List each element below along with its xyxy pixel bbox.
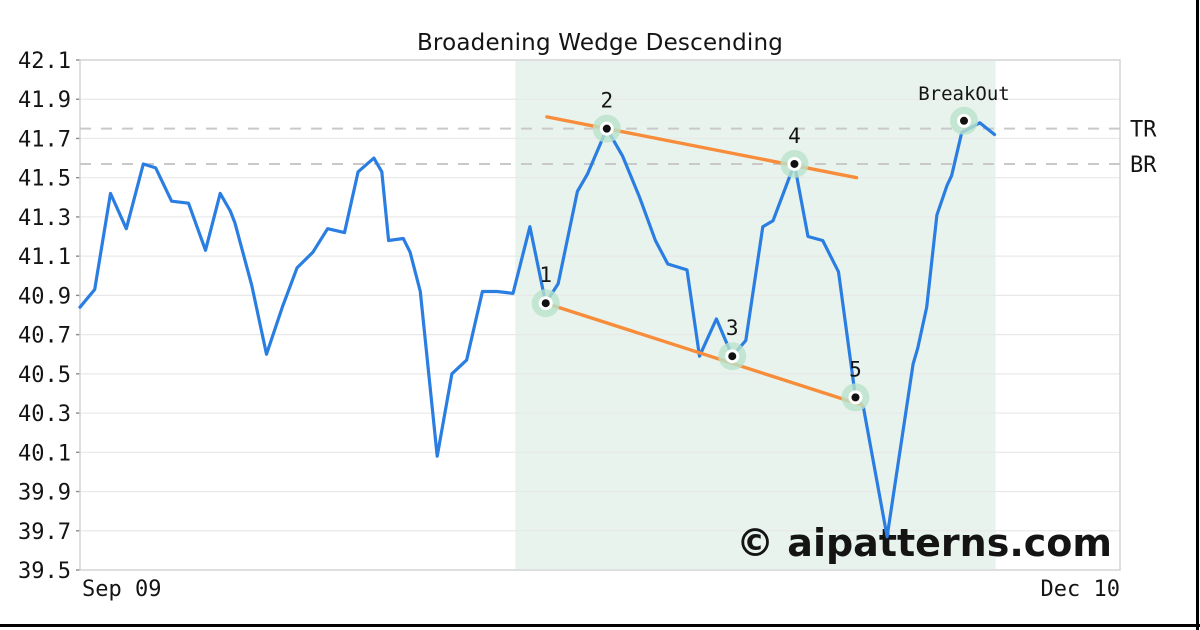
pattern-point-2: 2 — [592, 89, 621, 143]
y-tick-label: 39.7 — [18, 520, 71, 545]
y-tick-label: 39.9 — [18, 481, 71, 506]
y-tick-label: 39.5 — [18, 559, 71, 584]
image-right-border — [1196, 0, 1199, 630]
pattern-point-1: 1 — [531, 263, 560, 318]
chart-title: Broadening Wedge Descending — [416, 30, 784, 56]
y-tick-label: 40.9 — [18, 284, 71, 309]
y-tick-label: 40.1 — [18, 441, 71, 466]
y-tick-label: 42.1 — [18, 49, 71, 74]
y-tick-label: 41.9 — [18, 88, 71, 113]
pattern-shaded-region — [515, 61, 996, 569]
pattern-point-4: 4 — [780, 124, 809, 178]
marker-dot — [602, 124, 611, 133]
marker-dot — [541, 299, 550, 308]
marker-dot — [728, 352, 737, 361]
pattern-point-label: BreakOut — [918, 83, 1010, 105]
x-axis-label-end: Dec 10 — [1041, 577, 1120, 602]
y-axis-labels: 42.1 41.9 41.7 41.5 41.3 41.1 40.9 40.7 40.5 40.3… — [18, 49, 71, 584]
trendline-lower — [544, 301, 864, 407]
y-tick-label: 40.3 — [18, 402, 71, 427]
y-tick-label: 41.5 — [18, 167, 71, 192]
pattern-point-label: 4 — [788, 124, 801, 148]
pattern-point-label: 5 — [849, 357, 862, 381]
marker-dot — [960, 116, 968, 125]
marker-dot — [851, 393, 860, 402]
y-tick-label: 40.7 — [18, 324, 71, 349]
y-tick-label: 41.3 — [18, 206, 71, 231]
pattern-point-label: 1 — [539, 263, 552, 287]
level-lines: TR BR — [80, 118, 1157, 178]
pattern-point-label: 2 — [600, 89, 613, 113]
plot-border — [79, 59, 1121, 571]
pattern-point-3: 3 — [718, 316, 747, 371]
pattern-point-label: 3 — [726, 316, 739, 340]
x-axis-labels: Sep 09 Dec 10 — [82, 577, 1120, 602]
pattern-point-breakout: BreakOut — [918, 83, 1010, 135]
image-bottom-border — [0, 624, 1200, 627]
x-axis-label-start: Sep 09 — [82, 577, 161, 602]
watermark: © aipatterns.com — [736, 521, 1112, 565]
pattern-point-5: 5 — [841, 357, 870, 412]
y-tick-label: 40.5 — [18, 363, 71, 388]
y-tick-label: 41.7 — [18, 127, 71, 152]
level-label-tr: TR — [1130, 118, 1157, 143]
marker-dot — [790, 159, 799, 168]
y-tick-label: 41.1 — [18, 245, 71, 270]
level-label-br: BR — [1130, 153, 1157, 178]
